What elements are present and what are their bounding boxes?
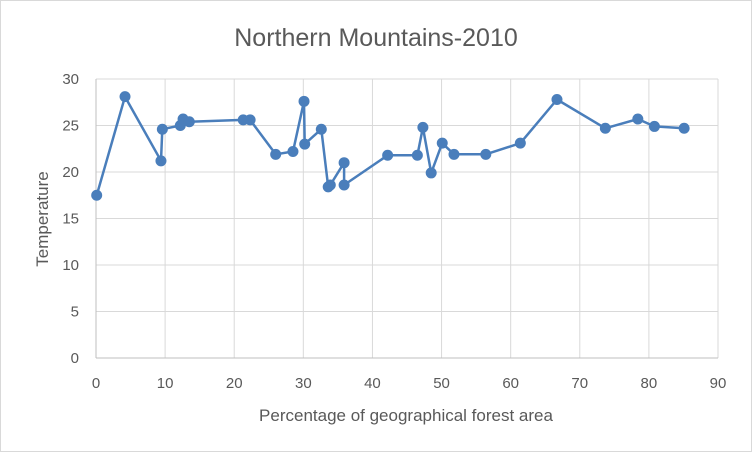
data-point[interactable] xyxy=(324,179,336,191)
data-point[interactable] xyxy=(315,123,327,135)
data-point[interactable] xyxy=(382,149,394,161)
y-tick-labels: 0 5 10 15 20 25 30 xyxy=(62,71,79,367)
x-tick-label: 30 xyxy=(295,375,312,392)
y-tick-label: 10 xyxy=(62,257,79,274)
data-point[interactable] xyxy=(551,93,563,105)
x-tick-label: 90 xyxy=(710,375,727,392)
x-tick-label: 70 xyxy=(571,375,588,392)
data-point[interactable] xyxy=(632,113,644,125)
data-point[interactable] xyxy=(514,137,526,149)
y-tick-label: 25 xyxy=(62,118,79,135)
x-tick-label: 60 xyxy=(502,375,519,392)
data-point[interactable] xyxy=(480,148,492,160)
y-tick-label: 15 xyxy=(62,211,79,228)
y-axis-title: Temperature xyxy=(33,171,52,266)
data-point[interactable] xyxy=(299,138,311,150)
data-point[interactable] xyxy=(270,148,282,160)
data-point[interactable] xyxy=(648,120,660,132)
y-tick-label: 20 xyxy=(62,164,79,181)
x-tick-labels: 0 10 20 30 40 50 60 70 80 90 xyxy=(92,375,727,392)
data-point[interactable] xyxy=(155,155,167,167)
data-point[interactable] xyxy=(338,179,350,191)
gridlines xyxy=(96,78,719,358)
y-tick-label: 0 xyxy=(71,350,79,367)
x-tick-label: 10 xyxy=(157,375,174,392)
y-tick-label: 5 xyxy=(71,304,79,321)
x-tick-label: 80 xyxy=(641,375,658,392)
x-tick-label: 50 xyxy=(433,375,450,392)
data-point[interactable] xyxy=(338,157,350,169)
data-point[interactable] xyxy=(436,137,448,149)
data-point[interactable] xyxy=(678,122,690,134)
data-point[interactable] xyxy=(298,95,310,107)
data-point[interactable] xyxy=(91,189,103,201)
data-point[interactable] xyxy=(411,149,423,161)
data-point[interactable] xyxy=(599,122,611,134)
x-axis-title: Percentage of geographical forest area xyxy=(259,406,553,425)
y-tick-label: 30 xyxy=(62,71,79,88)
axes xyxy=(95,79,718,359)
data-point[interactable] xyxy=(287,146,299,158)
data-point[interactable] xyxy=(425,167,437,179)
x-tick-label: 20 xyxy=(226,375,243,392)
data-point[interactable] xyxy=(448,148,460,160)
x-tick-label: 0 xyxy=(92,375,100,392)
x-tick-label: 40 xyxy=(364,375,381,392)
data-point[interactable] xyxy=(244,114,256,126)
series-line xyxy=(95,95,685,196)
data-points xyxy=(91,91,690,201)
data-point[interactable] xyxy=(156,123,168,135)
data-point[interactable] xyxy=(183,116,195,128)
data-point[interactable] xyxy=(119,91,131,103)
chart-title: Northern Mountains-2010 xyxy=(234,24,518,52)
data-point[interactable] xyxy=(417,121,429,133)
series-polyline xyxy=(95,95,685,196)
